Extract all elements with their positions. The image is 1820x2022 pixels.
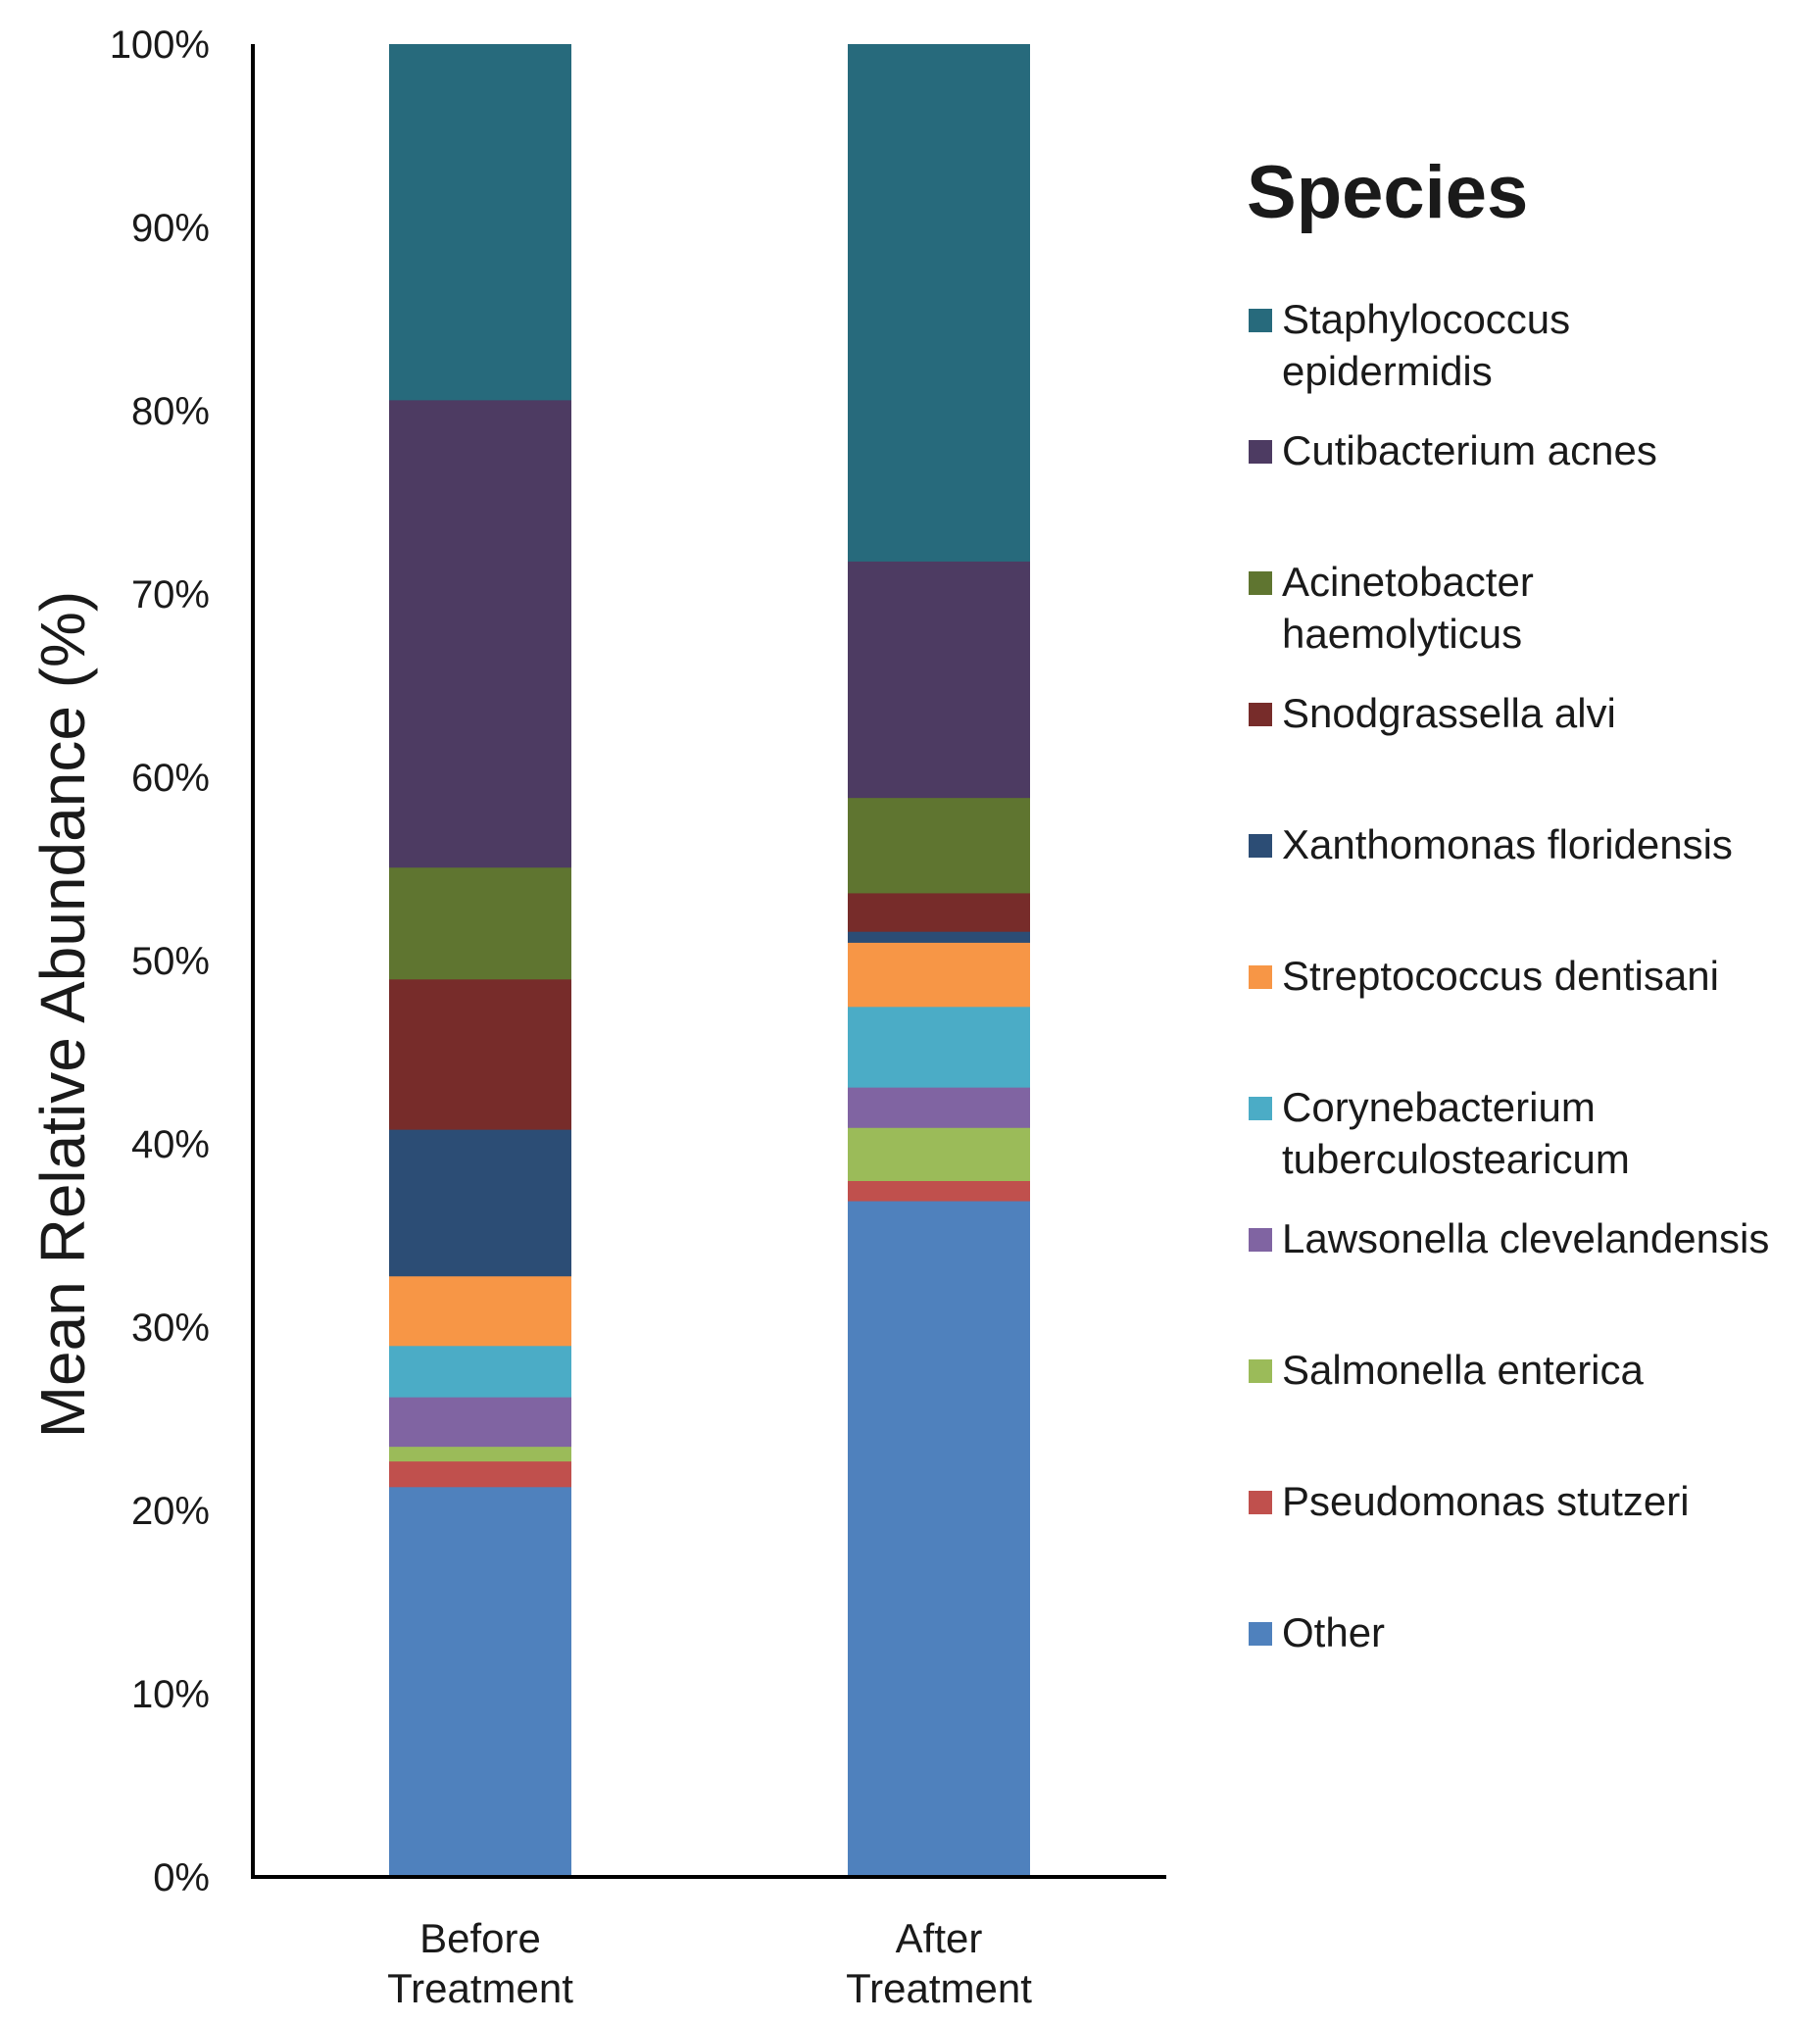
y-tick-label: 100% (110, 24, 210, 67)
bar-segment (389, 1446, 571, 1462)
legend: Species Staphylococcus epidermidis Cutibac… (1247, 151, 1769, 1655)
y-tick-label: 80% (131, 390, 210, 433)
y-tick-label: 50% (131, 940, 210, 983)
legend-label: epidermidis (1282, 348, 1493, 394)
legend-swatch (1249, 1359, 1272, 1383)
bar-segment (389, 44, 571, 401)
y-tick-label: 60% (131, 757, 210, 800)
bar-segment (848, 1180, 1030, 1202)
y-tick-label: 70% (131, 573, 210, 616)
legend-label: haemolyticus (1282, 611, 1522, 657)
x-category-label: After (896, 1915, 983, 1961)
y-tick-label: 90% (131, 207, 210, 250)
bar-segment (848, 892, 1030, 932)
legend-swatch (1249, 1228, 1272, 1252)
legend-label: Acinetobacter (1282, 559, 1534, 605)
y-axis-label: Mean Relative Abundance (%) (27, 591, 98, 1439)
bars-group (389, 44, 1030, 1878)
bar-segment (389, 1275, 571, 1347)
bar-segment (848, 561, 1030, 799)
legend-label: Other (1282, 1609, 1385, 1655)
legend-label: Snodgrassella alvi (1282, 690, 1616, 736)
legend-label: Lawsonella clevelandensis (1282, 1215, 1769, 1261)
bar-segment (848, 1006, 1030, 1088)
bar-segment (389, 866, 571, 980)
y-tick-label: 0% (153, 1856, 210, 1899)
legend-swatch (1249, 965, 1272, 989)
y-tick-label: 40% (131, 1123, 210, 1166)
bar-segment (389, 1397, 571, 1448)
legend-swatch (1249, 440, 1272, 464)
legend-swatch (1249, 703, 1272, 726)
legend-label: Staphylococcus (1282, 296, 1570, 342)
legend-label: tuberculostearicum (1282, 1136, 1630, 1182)
y-tick-labels: 0% 10% 20% 30% 40% 50% 60% 70% 80% 90% 100% (110, 24, 210, 1899)
legend-label: Cutibacterium acnes (1282, 427, 1657, 473)
legend-swatch (1249, 1097, 1272, 1120)
bar-segment (848, 1087, 1030, 1128)
bar-segment (848, 931, 1030, 943)
bar-segment (848, 1200, 1030, 1878)
bar-segment (389, 1345, 571, 1398)
x-category-label: Treatment (387, 1965, 573, 2011)
y-tick-label: 10% (131, 1673, 210, 1716)
legend-label: Streptococcus dentisani (1282, 953, 1719, 999)
y-tick-label: 30% (131, 1307, 210, 1350)
bar-segment (389, 1486, 571, 1878)
x-category-label: Before (419, 1915, 541, 1961)
legend-swatch (1249, 1491, 1272, 1514)
legend-label: Corynebacterium (1282, 1084, 1596, 1130)
bar-segment (389, 399, 571, 868)
x-category-label: Treatment (846, 1965, 1032, 2011)
bar-segment (389, 1460, 571, 1488)
legend-swatch (1249, 571, 1272, 595)
bar-segment (848, 1127, 1030, 1181)
legend-swatch (1249, 1622, 1272, 1646)
bar-segment (848, 44, 1030, 562)
bar-segment (848, 797, 1030, 894)
bar-segment (389, 1129, 571, 1277)
bar-segment (848, 942, 1030, 1008)
legend-label: Salmonella enterica (1282, 1347, 1645, 1393)
legend-swatch (1249, 309, 1272, 332)
legend-swatch (1249, 834, 1272, 858)
legend-label: Pseudomonas stutzeri (1282, 1478, 1690, 1524)
bar-segment (389, 978, 571, 1130)
legend-label: Xanthomonas floridensis (1282, 821, 1733, 867)
legend-title: Species (1247, 151, 1528, 234)
y-tick-label: 20% (131, 1490, 210, 1533)
